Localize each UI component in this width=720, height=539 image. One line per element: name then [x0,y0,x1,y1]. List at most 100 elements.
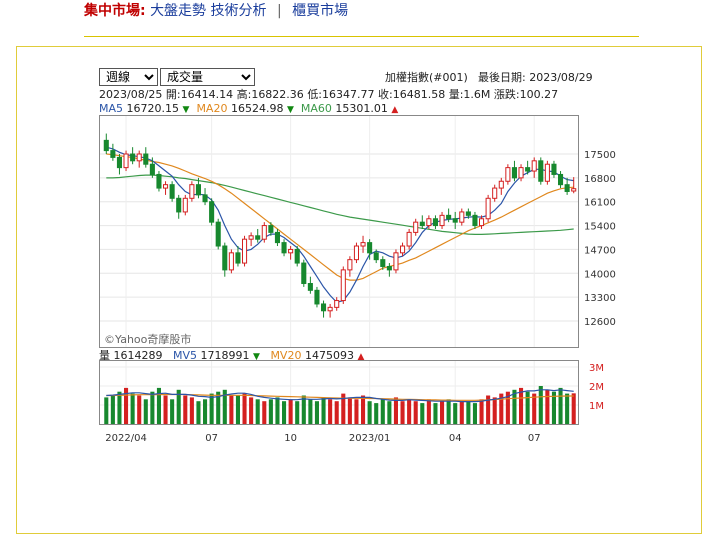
ma-lines [106,146,574,303]
volume-bar [347,397,352,424]
ma20-value: 16524.98 [230,102,284,115]
nav-link-otc-market[interactable]: 櫃買市場 [292,3,349,19]
ma20-line [106,153,574,281]
x-axis-label: 07 [528,433,541,444]
volume-bar [176,389,181,424]
candle [209,198,215,226]
candle-body [406,231,412,247]
candle-body [347,259,353,271]
candle [314,286,320,308]
volume-bar [393,397,398,424]
candle [426,215,432,229]
ma5-value: 16720.15 [126,102,180,115]
candle-body [459,211,465,223]
volume-bar [558,387,563,424]
candle [571,177,577,194]
candle-body [255,235,261,240]
candle [413,218,419,236]
indicator-select[interactable]: 成交量 [160,68,255,86]
volume-bar [525,391,530,424]
candle [123,150,129,172]
candle-body [551,163,557,175]
nav-separator: | [276,3,282,19]
quote-low: 低:16347.77 [307,88,375,101]
candle [419,215,425,229]
volume-bar [189,397,194,424]
candle [472,211,478,229]
candle [452,211,458,229]
candle [189,181,195,202]
price-tick-label: 13300 [584,293,616,304]
price-tick-label: 17500 [584,150,616,161]
volume-bar [472,403,477,424]
volume-bar [262,401,267,424]
candle [261,222,267,243]
candle-body [353,245,359,261]
x-axis-label: 04 [449,433,462,444]
volume-bar [433,403,438,424]
price-tick-label: 15400 [584,222,616,233]
candle [564,177,570,195]
candle [525,160,531,175]
candle [446,208,452,223]
volume-bar [275,397,280,424]
candle [353,242,359,264]
candle-body [143,153,149,165]
volume-chart[interactable]: 1M 2M 3M 2022/04 07 10 2023/01 04 07 [99,360,629,450]
index-name: 加權指數(#001) [385,71,468,84]
candle-body [189,184,195,199]
price-chart[interactable]: 12600 13300 14000 14700 15400 16100 16800 17500… [99,115,629,349]
candle [321,300,327,318]
volume-bar [229,395,234,424]
candle [307,276,313,294]
volume-bar [183,395,188,424]
candle [195,177,201,199]
candle [268,222,274,236]
volume-bar [117,391,122,424]
volume-bar [571,393,576,424]
candle-body [103,139,109,152]
candle [386,263,392,277]
candle-body [242,238,248,264]
candle-body [294,248,300,264]
candle-body [439,214,445,227]
volume-bar [110,395,115,424]
candle-body [169,184,175,199]
mv20-label: MV20 [270,349,302,362]
candle-body [110,150,116,158]
candle-body [465,211,471,216]
candle [116,154,122,175]
candle-body [116,156,122,169]
volume-bar [104,397,109,424]
volume-bar [170,399,175,424]
candle [274,228,280,247]
candle-body [261,225,267,240]
period-select[interactable]: 週線 [99,68,158,86]
candle-body [400,245,406,254]
candle-body [511,167,517,179]
volume-bar [137,395,142,424]
price-tick-label: 14000 [584,269,616,280]
nav-link-market-trend[interactable]: 大盤走勢 [150,3,207,19]
ma5-line [106,146,574,303]
candle-body [446,214,452,220]
volume-legend: 量 1614289 MV5 1718991 ▼ MV20 1475093 ▲ [99,349,364,364]
volume-bar [565,393,570,424]
volume-bar [288,399,293,424]
candle [459,208,465,226]
candle [182,194,188,216]
nav-link-technical-analysis[interactable]: 技術分析 [210,3,267,19]
candle-body [268,225,274,233]
candle-body [479,218,485,227]
candle-body [334,300,340,308]
candle [334,297,340,311]
volume-bar [453,403,458,424]
candle [288,246,294,260]
volume-bar [466,401,471,424]
candle-body [380,259,386,267]
candle-body [136,153,142,162]
candle [143,147,149,168]
candle [235,246,241,267]
candle [228,249,234,274]
volume-bar [505,391,510,424]
